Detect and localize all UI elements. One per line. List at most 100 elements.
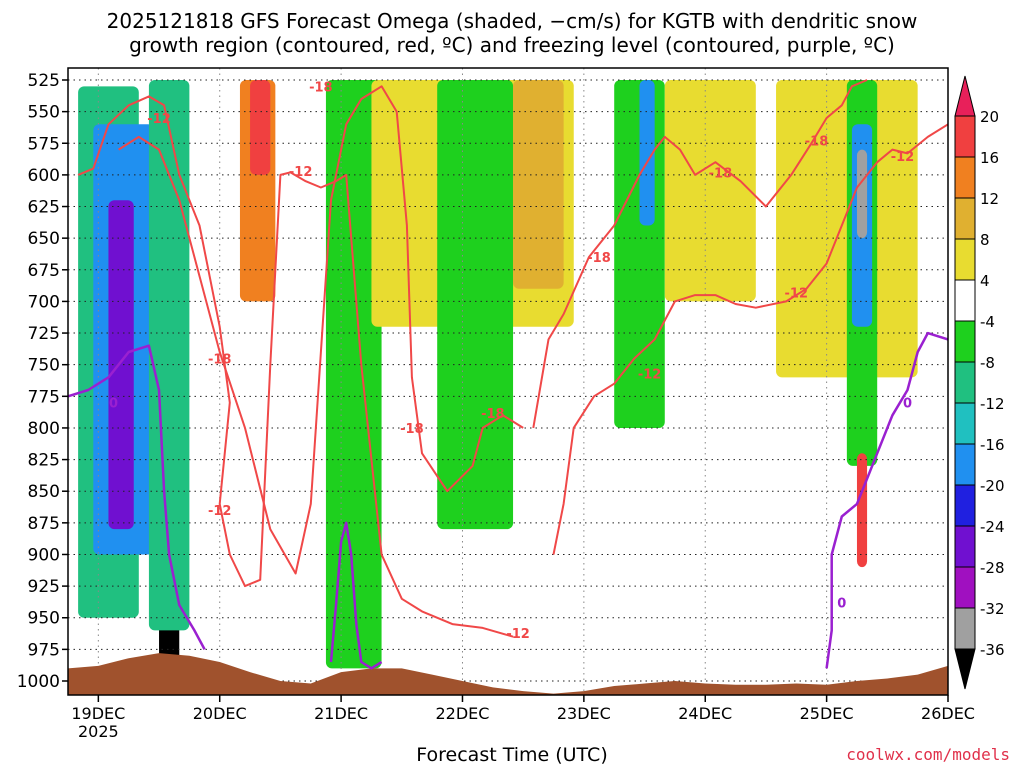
colorbar-label-5: -4 [980,313,995,331]
y-tick-label-4: 625 [28,198,60,218]
colorbar-top-arrow [954,75,976,117]
y-tick-label-5: 650 [28,229,60,249]
contour-label-12: -18 [805,135,829,150]
dgz-contour-2 [532,79,868,429]
colorbar-swatch-9 [954,443,976,486]
colorbar-swatch-10 [954,484,976,527]
contour-lines [68,79,948,670]
x-tick-label-7: 26DEC [921,704,975,723]
omega-region-2 [108,200,134,530]
chart-title-line-2: growth region (contoured, red, ºC) and f… [129,33,895,57]
y-tick-label-7: 700 [28,292,60,312]
x-tick-label-1: 20DEC [193,704,247,723]
chart-title-line-1: 2025121818 GFS Forecast Omega (shaded, −… [106,9,918,33]
contour-label-13: -12 [891,150,915,165]
y-tick-label-15: 900 [28,545,60,565]
terrain-fill [68,653,948,695]
omega-region-6 [250,80,271,175]
y-tick-label-10: 775 [28,387,60,407]
y-tick-label-13: 850 [28,482,60,502]
y-tick-label-11: 800 [28,419,60,439]
dgz-contour-1 [118,85,524,575]
colorbar-swatch-1 [954,115,976,158]
freezing-contour-0 [68,344,206,650]
contour-labels: -18 -12 -12 -18 -12 -18 -18 -12 -18 -12 -18 -12 -18 -… [109,80,914,642]
y-tick-label-2: 575 [28,134,60,154]
omega-region-19 [856,453,868,568]
contour-label-16: 0 [903,397,912,412]
contour-label-6: -18 [481,407,505,422]
x-tick-label-4: 23DEC [557,704,611,723]
colorbar-label-3: 8 [980,231,990,249]
colorbar-label-8: -16 [980,436,1005,454]
colorbar-label-13: -36 [980,641,1005,659]
dotted-grid [68,68,949,695]
dgz-contour-0 [77,95,514,638]
colorbar-swatch-13 [954,607,976,650]
contour-label-4: -12 [208,504,232,519]
omega-region-11 [513,80,564,289]
colorbar-label-6: -8 [980,354,995,372]
colorbar-swatch-5 [954,279,976,322]
y-tick-label-18: 975 [28,640,60,660]
y-tick-label-19: 1000 [17,672,60,692]
colorbar-label-12: -32 [980,600,1005,618]
colorbar-swatch-11 [954,525,976,568]
y-tick-label-16: 925 [28,577,60,597]
colorbar-swatch-3 [954,197,976,240]
omega-region-14 [664,80,756,302]
colorbar-swatch-12 [954,566,976,609]
contour-label-0: -18 [309,80,333,95]
contour-label-8: -18 [587,251,611,266]
colorbar-swatch-4 [954,238,976,281]
colorbar-label-4: 4 [980,272,990,290]
y-axis: 525 550 575 600 625 650 675 700 725 750 775 800 825 8… [17,71,68,692]
dgz-contour-3 [552,123,948,555]
y-tick-label-1: 550 [28,103,60,123]
colorbar-label-7: -12 [980,395,1005,413]
contour-label-5: -18 [400,422,424,437]
contour-label-7: -12 [506,627,530,642]
colorbar-label-1: 16 [980,149,999,167]
colorbar-label-2: 12 [980,190,999,208]
x-tick-sublabel-0: 2025 [78,722,119,741]
colorbar-swatch-6 [954,320,976,363]
contour-label-11: -12 [785,287,809,302]
contour-label-14: 0 [109,397,118,412]
contour-label-1: -12 [147,112,171,127]
y-tick-label-14: 875 [28,514,60,534]
colorbar-swatch-8 [954,402,976,445]
contour-label-2: -12 [289,165,313,180]
x-tick-label-2: 21DEC [314,704,368,723]
y-tick-label-9: 750 [28,356,60,376]
omega-region-10 [437,80,514,530]
x-tick-label-0: 19DEC [71,704,125,723]
contour-label-3: -18 [208,352,232,367]
colorbar-swatch-2 [954,156,976,199]
y-tick-label-0: 525 [28,71,60,91]
plot-frame [67,67,949,696]
x-tick-label-6: 25DEC [800,704,854,723]
terrain-layer [68,653,948,695]
source-credit[interactable]: coolwx.com/models [846,745,1010,764]
omega-colorbar: 20 16 12 8 4 -4 -8 -12 -16 -20 -24 -28 -32 -36 [954,75,1005,690]
colorbar-label-9: -20 [980,477,1005,495]
omega-region-4 [148,80,190,631]
y-tick-label-6: 675 [28,261,60,281]
y-tick-label-3: 600 [28,166,60,186]
contour-label-9: -12 [638,368,662,383]
x-axis-title: Forecast Time (UTC) [416,744,608,766]
colorbar-label-10: -24 [980,518,1005,536]
contour-label-10: -18 [709,166,733,181]
freezing-contour-2 [825,331,948,669]
omega-region-18 [856,149,868,239]
colorbar-label-0: 20 [980,108,999,126]
colorbar-label-11: -28 [980,559,1005,577]
omega-region-13 [639,80,655,226]
omega-region-8 [325,80,382,669]
x-tick-label-5: 24DEC [678,704,732,723]
x-tick-label-3: 22DEC [435,704,489,723]
y-tick-label-17: 950 [28,609,60,629]
